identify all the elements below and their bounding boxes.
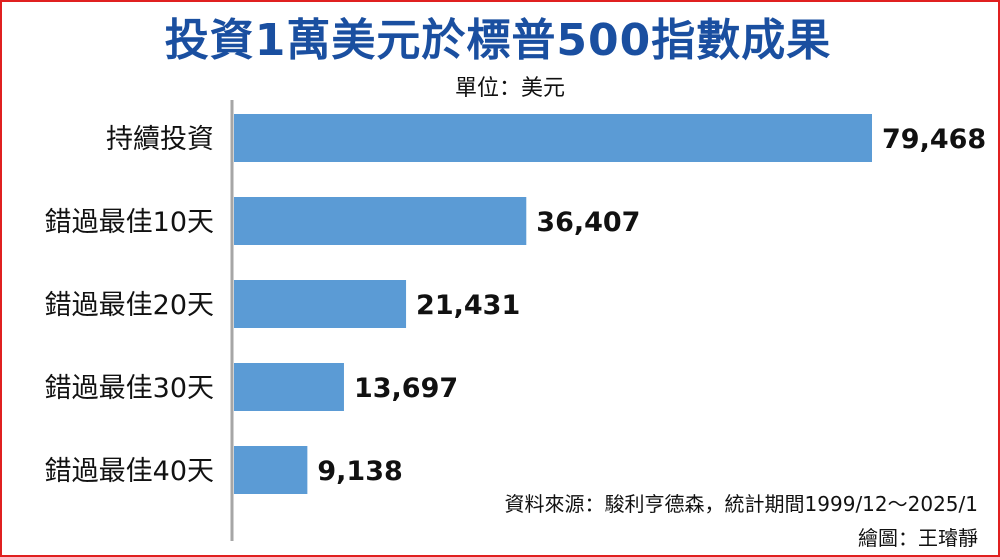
bar	[234, 114, 872, 162]
unit-label: 單位：美元	[454, 76, 565, 101]
value-label: 21,431	[416, 290, 520, 321]
value-label: 79,468	[882, 124, 986, 155]
chart-title: 投資1萬美元於標普500指數成果	[164, 15, 832, 66]
category-label: 錯過最佳10天	[45, 207, 214, 238]
category-label: 錯過最佳30天	[45, 373, 214, 404]
category-label: 持續投資	[106, 124, 214, 155]
category-label: 錯過最佳40天	[45, 456, 214, 487]
source-note: 資料來源：駿利亨德森，統計期間1999/12～2025/1	[504, 492, 978, 516]
category-label: 錯過最佳20天	[45, 290, 214, 321]
bars-group: 持續投資 79,468 錯過最佳10天 36,407 錯過最佳20天 21,431 錯過最佳…	[45, 114, 986, 494]
bar	[234, 363, 344, 411]
bar	[234, 197, 527, 245]
bar	[234, 446, 308, 494]
credit-note: 繪圖：王璿靜	[858, 526, 978, 550]
value-label: 36,407	[536, 207, 640, 238]
value-label: 9,138	[317, 456, 402, 487]
bar	[234, 280, 407, 328]
value-label: 13,697	[354, 373, 458, 404]
